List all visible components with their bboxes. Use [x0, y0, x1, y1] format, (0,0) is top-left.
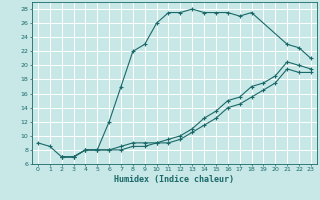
X-axis label: Humidex (Indice chaleur): Humidex (Indice chaleur) [115, 175, 234, 184]
